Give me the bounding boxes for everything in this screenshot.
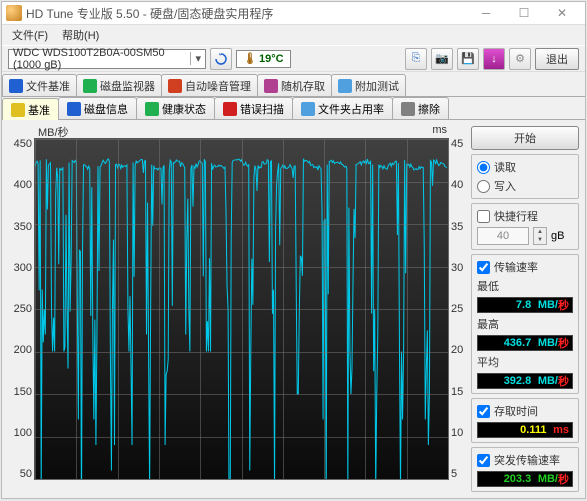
wrench-icon: ⚙ bbox=[515, 52, 525, 65]
transfer-group: 传输速率 最低 7.8 MB/秒 最高 436.7 MB/秒 平均 392.8 … bbox=[471, 254, 579, 394]
y2-axis-ticks: 45403530252015105 bbox=[451, 138, 465, 480]
access-group: 存取时间 0.111 ms bbox=[471, 398, 579, 443]
tab-附加测试[interactable]: 附加测试 bbox=[331, 74, 406, 96]
app-window: HD Tune 专业版 5.50 - 硬盘/固态硬盘实用程序 ─ ☐ ✕ 文件(… bbox=[1, 1, 586, 499]
check-access[interactable]: 存取时间 bbox=[477, 403, 573, 419]
tab-icon bbox=[301, 102, 315, 116]
tab-icon bbox=[168, 79, 182, 93]
access-value: 0.111 ms bbox=[477, 422, 573, 438]
tab-icon bbox=[9, 79, 23, 93]
copy-icon: ⎘ bbox=[412, 52, 421, 65]
maximize-button[interactable]: ☐ bbox=[505, 2, 543, 24]
tab-icon bbox=[67, 102, 81, 116]
y-axis-label: MB/秒 bbox=[38, 124, 69, 138]
options-button[interactable]: ⚙ bbox=[509, 48, 531, 70]
radio-read[interactable]: 读取 bbox=[477, 159, 573, 175]
check-transfer[interactable]: 传输速率 bbox=[477, 259, 573, 275]
device-dropdown[interactable]: WDC WDS100T2B0A-00SM50 (1000 gB) ▾ bbox=[8, 49, 206, 69]
tab-擦除[interactable]: 擦除 bbox=[392, 97, 449, 119]
toolbar: WDC WDS100T2B0A-00SM50 (1000 gB) ▾ 🌡19°C… bbox=[2, 45, 585, 72]
max-label: 最高 bbox=[477, 316, 573, 332]
tab-错误扫描[interactable]: 错误扫描 bbox=[214, 97, 293, 119]
min-label: 最低 bbox=[477, 278, 573, 294]
tabs-bottom: 基准磁盘信息健康状态错误扫描文件夹占用率擦除 bbox=[2, 97, 585, 120]
tab-icon bbox=[223, 102, 237, 116]
max-value: 436.7 MB/秒 bbox=[477, 335, 573, 351]
device-name: WDC WDS100T2B0A-00SM50 (1000 gB) bbox=[13, 47, 190, 71]
exit-button[interactable]: 退出 bbox=[535, 48, 579, 70]
tab-icon bbox=[401, 102, 415, 116]
minimize-button[interactable]: ─ bbox=[467, 2, 505, 24]
disk-icon: 💾 bbox=[461, 52, 475, 65]
window-title: HD Tune 专业版 5.50 - 硬盘/固态硬盘实用程序 bbox=[26, 5, 467, 22]
check-burst[interactable]: 突发传输速率 bbox=[477, 452, 573, 468]
burst-value: 203.3 MB/秒 bbox=[477, 471, 573, 487]
shortstroke-unit: gB bbox=[551, 230, 564, 242]
avg-label: 平均 bbox=[477, 354, 573, 370]
menubar: 文件(F) 帮助(H) bbox=[2, 25, 585, 45]
y-axis-ticks: 45040035030025020015010050 bbox=[6, 138, 32, 480]
tab-健康状态[interactable]: 健康状态 bbox=[136, 97, 215, 119]
tab-icon bbox=[83, 79, 97, 93]
chevron-down-icon: ▾ bbox=[190, 52, 201, 65]
avg-value: 392.8 MB/秒 bbox=[477, 373, 573, 389]
tab-icon bbox=[264, 79, 278, 93]
benchmark-chart bbox=[34, 138, 449, 480]
close-button[interactable]: ✕ bbox=[543, 2, 581, 24]
tabs-top: 文件基准磁盘监视器自动噪音管理随机存取附加测试 bbox=[2, 72, 585, 97]
menu-help[interactable]: 帮助(H) bbox=[56, 25, 105, 45]
tab-icon bbox=[11, 103, 25, 117]
check-shortstroke[interactable]: 快捷行程 bbox=[477, 208, 573, 224]
titlebar: HD Tune 专业版 5.50 - 硬盘/固态硬盘实用程序 ─ ☐ ✕ bbox=[2, 2, 585, 25]
burst-group: 突发传输速率 203.3 MB/秒 bbox=[471, 447, 579, 492]
sidebar: 开始 读取 写入 快捷行程 ▲▼ gB 传输速率 最低 7.8 MB/秒 最高 … bbox=[469, 124, 581, 494]
y2-axis-label: ms bbox=[432, 124, 447, 138]
mode-group: 读取 写入 bbox=[471, 154, 579, 199]
shortstroke-spinner[interactable]: ▲▼ bbox=[533, 227, 547, 245]
tab-icon bbox=[338, 79, 352, 93]
down-arrow-icon: ↓ bbox=[491, 53, 497, 65]
tab-icon bbox=[145, 102, 159, 116]
save-button[interactable]: 💾 bbox=[457, 48, 479, 70]
content-area: MB/秒 ms 45040035030025020015010050 45403… bbox=[2, 120, 585, 498]
tab-自动噪音管理[interactable]: 自动噪音管理 bbox=[161, 74, 258, 96]
tab-基准[interactable]: 基准 bbox=[2, 98, 59, 120]
refresh-icon bbox=[215, 53, 227, 65]
tab-随机存取[interactable]: 随机存取 bbox=[257, 74, 332, 96]
tab-磁盘监视器[interactable]: 磁盘监视器 bbox=[76, 74, 162, 96]
copy-button[interactable]: ⎘ bbox=[405, 48, 427, 70]
shortstroke-value[interactable] bbox=[477, 227, 529, 245]
tab-文件夹占用率[interactable]: 文件夹占用率 bbox=[292, 97, 393, 119]
shortstroke-group: 快捷行程 ▲▼ gB bbox=[471, 203, 579, 250]
tab-文件基准[interactable]: 文件基准 bbox=[2, 74, 77, 96]
min-value: 7.8 MB/秒 bbox=[477, 297, 573, 313]
menu-file[interactable]: 文件(F) bbox=[6, 25, 54, 45]
refresh-button[interactable] bbox=[210, 48, 232, 70]
start-button[interactable]: 开始 bbox=[471, 126, 579, 150]
camera-icon: 📷 bbox=[435, 52, 449, 65]
settings-button[interactable]: ↓ bbox=[483, 48, 505, 70]
screenshot-button[interactable]: 📷 bbox=[431, 48, 453, 70]
app-icon bbox=[6, 5, 22, 21]
temperature-display: 🌡19°C bbox=[236, 50, 291, 68]
chart-area: MB/秒 ms 45040035030025020015010050 45403… bbox=[6, 124, 465, 494]
tab-磁盘信息[interactable]: 磁盘信息 bbox=[58, 97, 137, 119]
radio-write[interactable]: 写入 bbox=[477, 178, 573, 194]
